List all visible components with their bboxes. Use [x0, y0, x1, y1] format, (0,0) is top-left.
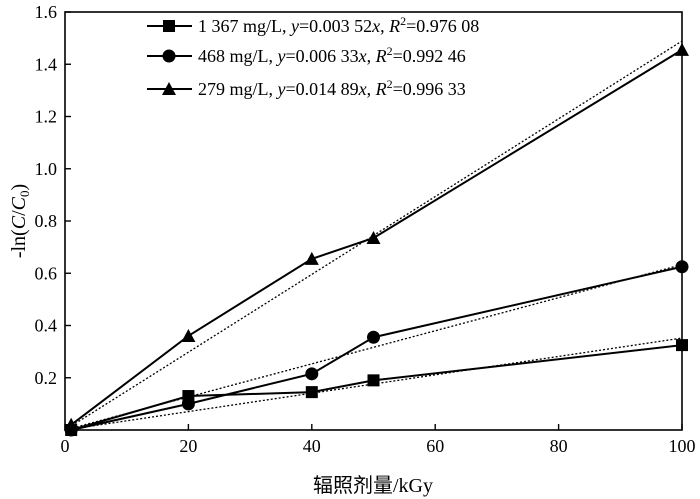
y-tick-label: 1.4 [35, 54, 58, 74]
x-axis-title: 辐照剂量/kGy [313, 474, 433, 497]
x-axis-ticks: 0 20 40 60 80 100 [61, 424, 696, 456]
legend: 1 367 mg/L, y=0.003 52x, R2=0.976 08 468… [147, 14, 479, 99]
y-axis-ticks: 0.2 0.4 0.6 0.8 1.0 1.2 1.4 1.6 [35, 2, 71, 388]
data-series [64, 42, 689, 437]
y-axis-title-slash: / [8, 210, 30, 216]
data-point-circle [367, 330, 380, 344]
data-point-square [305, 386, 318, 399]
data-point-circle [181, 397, 195, 411]
data-point-triangle [304, 251, 319, 265]
series-line-circle [70, 265, 683, 431]
x-tick-label: 20 [179, 436, 197, 456]
y-tick-label: 0.8 [35, 211, 58, 231]
data-point-square [367, 374, 380, 387]
y-axis-title-c0: C [8, 196, 30, 210]
y-axis-title-c: C [8, 215, 30, 229]
data-point-triangle [181, 328, 196, 342]
legend-entry-279: 279 mg/L, y=0.014 89x, R2=0.996 33 [147, 77, 466, 99]
series-line-square [70, 344, 683, 431]
data-point-triangle [64, 417, 79, 431]
y-axis-title-prefix: -ln( [8, 229, 30, 258]
legend-entry-468: 468 mg/L, y=0.006 33x, R2=0.992 46 [147, 44, 466, 66]
legend-marker-square [163, 20, 175, 32]
x-tick-label: 100 [669, 436, 696, 456]
x-tick-label: 80 [550, 436, 568, 456]
fit-line-circle [64, 264, 683, 431]
legend-marker-circle [162, 49, 176, 63]
y-tick-label: 1.0 [35, 159, 58, 179]
y-axis-title: -ln(C/C0) [8, 184, 32, 258]
y-tick-label: 0.2 [35, 368, 58, 388]
y-axis-title-suffix: ) [8, 184, 30, 191]
legend-label-279: 279 mg/L, y=0.014 89x, R2=0.996 33 [198, 77, 466, 99]
x-tick-label: 40 [303, 436, 321, 456]
x-tick-label: 60 [426, 436, 444, 456]
data-point-circle [305, 367, 319, 381]
y-tick-label: 0.4 [35, 316, 58, 336]
legend-label-1367: 1 367 mg/L, y=0.003 52x, R2=0.976 08 [198, 14, 479, 36]
x-tick-label: 0 [61, 436, 70, 456]
legend-marker-triangle [162, 82, 176, 95]
legend-label-468: 468 mg/L, y=0.006 33x, R2=0.992 46 [198, 44, 466, 66]
y-tick-label: 1.6 [35, 2, 58, 22]
legend-entry-1367: 1 367 mg/L, y=0.003 52x, R2=0.976 08 [147, 14, 479, 36]
y-tick-label: 1.2 [35, 107, 58, 127]
plot-frame [64, 11, 683, 431]
y-tick-label: 0.6 [35, 263, 58, 283]
data-point-triangle [366, 230, 381, 244]
y-axis-title-subscript: 0 [17, 191, 32, 198]
